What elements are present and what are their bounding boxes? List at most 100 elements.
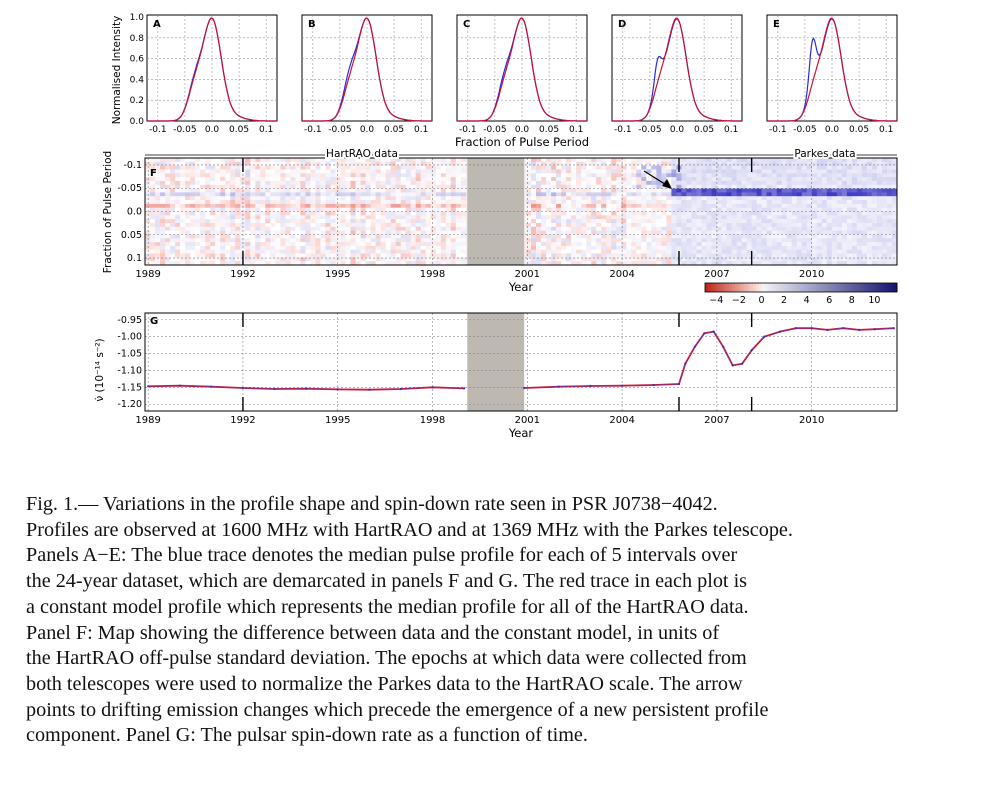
map-cell <box>255 200 261 205</box>
map-cell <box>656 219 662 224</box>
map-cell <box>601 230 607 235</box>
map-cell <box>165 238 171 243</box>
map-cell <box>621 161 627 166</box>
map-cell <box>691 203 697 209</box>
map-cell <box>831 177 838 182</box>
map-cell <box>561 180 567 186</box>
map-cell <box>385 165 391 170</box>
map-cell <box>285 242 291 247</box>
map-cell <box>235 169 241 174</box>
map-cell <box>711 242 717 247</box>
map-cell <box>170 158 176 163</box>
map-cell <box>265 196 271 201</box>
map-cell <box>225 165 231 170</box>
map-cell <box>420 242 427 247</box>
y-tick-label: 0.2 <box>130 96 144 106</box>
map-cell <box>410 249 417 254</box>
map-cell <box>170 238 176 243</box>
map-cell <box>841 245 848 251</box>
map-cell <box>295 200 301 205</box>
map-cell <box>335 219 341 224</box>
map-cell <box>751 230 757 235</box>
map-cell <box>395 192 402 197</box>
map-cell <box>455 173 462 178</box>
map-cell <box>145 242 151 247</box>
map-cell <box>716 249 722 254</box>
map-cell <box>611 203 617 209</box>
map-cell <box>621 200 627 205</box>
map-cell <box>185 219 191 224</box>
map-cell <box>781 169 788 174</box>
map-cell <box>786 161 793 166</box>
map-cell <box>551 253 557 258</box>
map-cell <box>145 245 151 251</box>
map-cell <box>576 257 582 262</box>
map-cell <box>385 161 391 166</box>
map-cell <box>661 196 667 201</box>
map-cell <box>526 215 532 220</box>
map-cell <box>150 230 156 235</box>
map-cell <box>380 165 386 170</box>
map-cell <box>390 203 397 209</box>
map-cell <box>606 188 612 193</box>
map-cell <box>796 200 803 205</box>
map-cell <box>726 249 732 254</box>
map-cell <box>335 211 341 216</box>
map-cell <box>656 211 662 216</box>
map-cell <box>320 253 326 258</box>
map-cell <box>285 165 291 170</box>
map-cell <box>671 184 677 189</box>
map-cell <box>746 257 752 262</box>
map-cell <box>851 242 858 247</box>
map-cell <box>365 223 371 228</box>
map-cell <box>882 238 888 243</box>
map-cell <box>766 219 773 224</box>
map-cell <box>390 169 397 174</box>
map-cell <box>566 184 572 189</box>
map-cell <box>165 230 171 235</box>
map-cell <box>566 215 572 220</box>
colorbar-cell <box>849 283 853 292</box>
map-cell <box>280 161 286 166</box>
map-cell <box>220 165 226 170</box>
map-cell <box>285 238 291 243</box>
map-cell <box>175 223 181 228</box>
map-cell <box>305 200 311 205</box>
map-cell <box>556 253 562 258</box>
colorbar-cell <box>753 283 757 292</box>
map-cell <box>295 158 301 163</box>
map-cell <box>375 177 381 182</box>
colorbar-cell <box>879 283 883 292</box>
map-cell <box>696 226 702 231</box>
map-cell <box>571 230 577 235</box>
map-cell <box>776 173 783 178</box>
map-cell <box>611 196 617 201</box>
map-cell <box>190 249 196 254</box>
map-cell <box>360 180 366 186</box>
map-cell <box>831 211 838 216</box>
map-cell <box>656 203 662 209</box>
map-cell <box>200 219 206 224</box>
map-cell <box>285 184 291 189</box>
map-cell <box>375 188 381 193</box>
map-cell <box>340 173 346 178</box>
map-cell <box>641 234 647 239</box>
map-cell <box>370 200 376 205</box>
map-cell <box>180 165 186 170</box>
map-cell <box>596 173 602 178</box>
map-cell <box>430 242 437 247</box>
map-cell <box>325 169 331 174</box>
map-cell <box>230 203 236 209</box>
map-cell <box>666 234 672 239</box>
map-cell <box>836 169 843 174</box>
map-cell <box>656 180 662 186</box>
map-cell <box>751 253 757 258</box>
map-cell <box>836 184 843 189</box>
map-cell <box>811 223 818 228</box>
colorbar-tick-label: 6 <box>826 295 832 306</box>
map-cell <box>771 207 778 212</box>
map-cell <box>460 261 467 266</box>
map-cell <box>571 215 577 220</box>
data-point <box>336 388 339 391</box>
map-cell <box>866 207 873 212</box>
